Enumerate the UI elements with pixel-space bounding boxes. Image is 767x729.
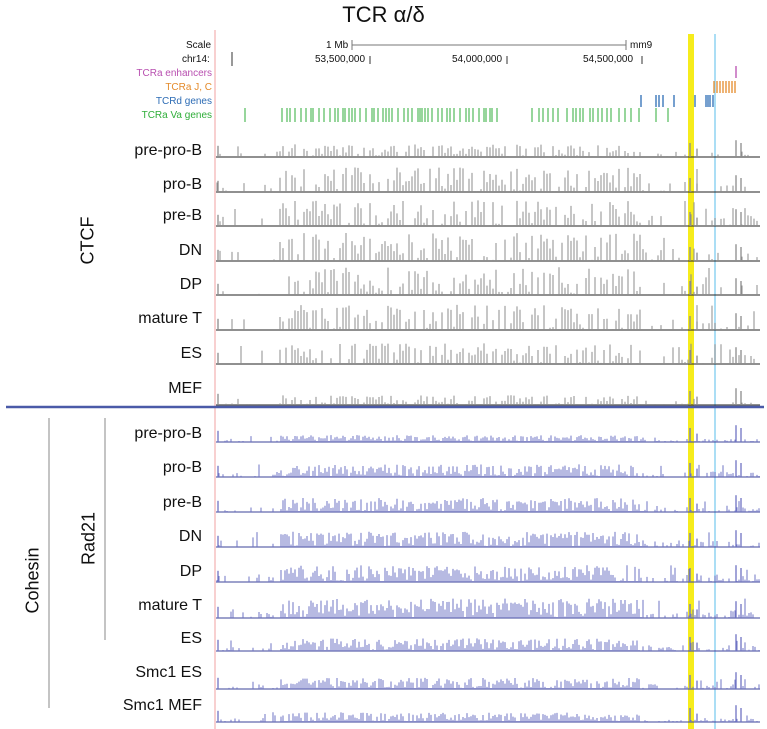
cohesin-track-label: pre-B [162,494,202,511]
cohesin-track-label: DP [179,563,202,580]
ctcf-signal-track [216,343,760,365]
ctcf-signal-track [216,267,760,296]
ctcf-signal-track [216,304,760,331]
tcra-jc-track [713,81,736,93]
scale-bar [351,40,627,50]
assembly-label: mm9 [630,40,653,51]
ctcf-track-label: mature T [138,310,202,327]
highlight-yellow-band [688,34,694,729]
cohesin-track-label: mature T [138,597,202,614]
scale-bar-text: 1 Mb [326,40,349,51]
ctcf-track-label: pro-B [162,176,202,193]
cohesin-signal-track [216,705,760,723]
cohesin-signal-track [216,634,760,652]
ctcf-signal-track [216,233,760,262]
cohesin-signal-track [216,495,760,513]
ctcf-track-label: MEF [168,380,202,397]
tcra-va-genes-track [244,108,669,122]
cohesin-signal-track [216,565,760,583]
ctcf-track-label: pre-B [162,207,202,224]
cohesin-track-label: ES [180,630,202,647]
ctcf-track-label: ES [180,345,202,362]
cohesin-signal-track [216,460,760,478]
cohesin-signal-track [216,598,760,619]
ctcf-signal-track [216,388,760,406]
ctcf-signal-track [216,167,760,193]
chrom-label: chr14: [182,54,210,65]
cohesin-signal-track [216,425,760,443]
ctcf-track-label: DP [179,276,202,293]
ctcf-track-label: pre-pro-B [134,142,202,159]
annotation-label-tcra-jc: TCRa J, C [165,82,212,93]
signal-tracks [216,140,760,723]
figure-title: TCR α/δ [342,2,425,27]
cohesin-signal-track [216,672,760,690]
coordinate-1: 53,500,000 [315,54,366,65]
ctcf-signal-track [216,200,760,227]
tcrd-genes-track [640,95,714,107]
annotation-label-tcrd: TCRd genes [155,96,212,107]
coordinate-2: 54,000,000 [452,54,503,65]
annotation-label-enhancers: TCRa enhancers [136,68,212,79]
cohesin-signal-track [216,530,760,548]
ctcf-track-label: DN [178,242,202,259]
scale-label: Scale [186,40,212,51]
ctcf-signal-track [216,140,760,158]
cohesin-track-label: pro-B [162,459,202,476]
cohesin-track-label: DN [178,528,202,545]
coordinate-ticks [231,52,643,66]
cohesin-track-label: Smc1 MEF [122,697,202,714]
coordinate-3: 54,500,000 [583,54,634,65]
cohesin-track-label: pre-pro-B [134,425,202,442]
annotation-label-tcra-va: TCRa Va genes [141,110,212,121]
cohesin-track-label: Smc1 ES [135,664,202,681]
